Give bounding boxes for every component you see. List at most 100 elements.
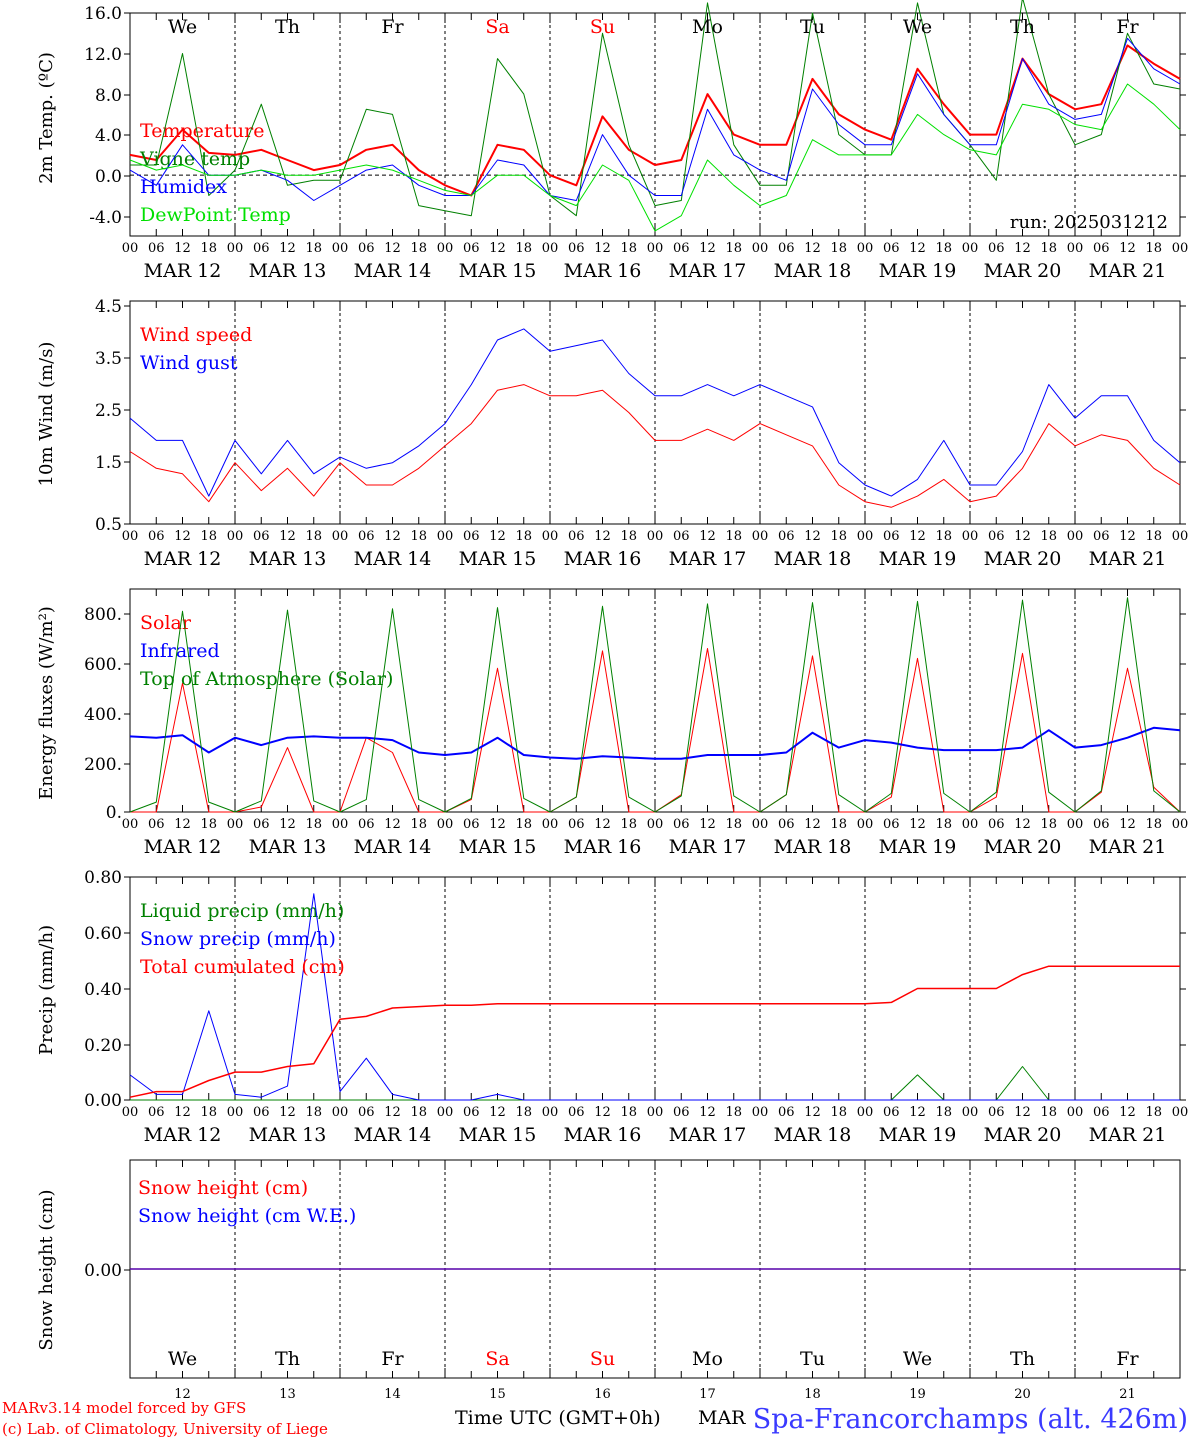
hour-tick-label: 18 — [620, 1105, 637, 1120]
chart-panel-4: 0.80 0.60 0.40 0.20 0.00 Precip (mm/h) Liquid … — [36, 868, 1188, 1146]
hour-tick-label: 18 — [410, 817, 427, 832]
weekday-label: Sa — [485, 1348, 509, 1370]
hour-tick-label: 00 — [962, 1105, 979, 1120]
hour-tick-label: 06 — [1093, 241, 1110, 256]
hour-tick-label: 06 — [988, 241, 1005, 256]
hour-tick-label: 06 — [253, 529, 270, 544]
hour-tick-label: 18 — [200, 241, 217, 256]
chart-panel-3: 800. 600. 400. 200. 0. Energy fluxes (W/m²) So… — [36, 588, 1188, 858]
hour-tick-label: 00 — [437, 1105, 454, 1120]
y-tick-label: 2.5 — [95, 401, 122, 421]
series-line-1 — [129, 44, 1181, 197]
legend-entry: Infrared — [140, 640, 220, 662]
hour-tick-label: 12 — [1014, 817, 1031, 832]
hour-tick-label: 06 — [1093, 817, 1110, 832]
footer: MARv3.14 model forced by GFS (c) Lab. of… — [2, 1399, 1188, 1438]
weekday-label: We — [903, 1348, 932, 1370]
hour-tick-label: 18 — [935, 529, 952, 544]
hour-tick-label: 00 — [122, 529, 139, 544]
hour-tick-label: 06 — [988, 529, 1005, 544]
hour-tick-label: 18 — [305, 817, 322, 832]
hour-tick-label: 00 — [647, 529, 664, 544]
day-number-label: 18 — [804, 1387, 821, 1402]
date-label: MAR 14 — [354, 548, 432, 570]
y-tick-label: 16.0 — [84, 4, 122, 24]
hour-tick-label: 18 — [1040, 817, 1057, 832]
hour-tick-label: 00 — [857, 529, 874, 544]
date-label: MAR 15 — [459, 548, 537, 570]
hour-tick-label: 06 — [358, 817, 375, 832]
hour-tick-label: 06 — [778, 241, 795, 256]
date-label: MAR 13 — [249, 260, 327, 282]
date-label: MAR 17 — [669, 1124, 747, 1146]
y-tick-label: 200. — [84, 755, 122, 775]
hour-tick-label: 12 — [1119, 1105, 1136, 1120]
hour-tick-label: 06 — [883, 1105, 900, 1120]
hour-tick-label: 12 — [489, 817, 506, 832]
date-label: MAR 15 — [459, 1124, 537, 1146]
y-axis-label: Precip (mm/h) — [36, 925, 57, 1055]
legend-entry: Wind gust — [140, 352, 238, 374]
hour-tick-label: 18 — [410, 529, 427, 544]
date-label: MAR 20 — [984, 260, 1062, 282]
hour-tick-label: 00 — [1067, 817, 1084, 832]
weekday-label: We — [168, 16, 197, 38]
date-label: MAR 20 — [984, 1124, 1062, 1146]
date-label: MAR 18 — [774, 260, 852, 282]
legend-entry: Solar — [140, 612, 192, 634]
hour-tick-label: 06 — [148, 529, 165, 544]
hour-tick-label: 06 — [883, 241, 900, 256]
hour-tick-label: 00 — [437, 241, 454, 256]
hour-tick-label: 12 — [174, 1105, 191, 1120]
hour-tick-label: 18 — [725, 817, 742, 832]
weekday-label: Mo — [692, 1348, 723, 1370]
day-number-label: 13 — [279, 1387, 296, 1402]
weekday-label: We — [903, 16, 932, 38]
date-label: MAR 12 — [144, 836, 222, 858]
hour-tick-label: 12 — [279, 529, 296, 544]
hour-tick-label: 00 — [647, 817, 664, 832]
hour-tick-label: 18 — [620, 529, 637, 544]
y-tick-label: -4.0 — [89, 208, 122, 228]
hour-tick-label: 00 — [542, 1105, 559, 1120]
date-label: MAR 12 — [144, 548, 222, 570]
hour-tick-label: 12 — [1014, 241, 1031, 256]
day-number-label: 19 — [909, 1387, 926, 1402]
hour-tick-label: 12 — [174, 241, 191, 256]
y-tick-label: 0.00 — [84, 1261, 122, 1281]
hour-tick-label: 12 — [279, 817, 296, 832]
hour-tick-label: 06 — [673, 241, 690, 256]
hour-tick-label: 00 — [962, 241, 979, 256]
meteogram-panels: 16.0 12.0 8.0 4.0 0.0 -4.0 2m Temp. (ºC) Temper… — [36, 0, 1188, 1402]
date-label: MAR 18 — [774, 836, 852, 858]
weekday-label: Fr — [381, 1348, 404, 1370]
series-line-2 — [130, 0, 1181, 217]
date-label: MAR 17 — [669, 836, 747, 858]
weekday-label: Su — [590, 16, 615, 38]
hour-tick-label: 00 — [1172, 241, 1189, 256]
month-label: MAR — [698, 1407, 746, 1429]
series-line-2 — [129, 726, 1181, 760]
hour-tick-label: 06 — [883, 529, 900, 544]
hour-tick-label: 12 — [174, 817, 191, 832]
hour-tick-label: 12 — [594, 529, 611, 544]
date-label: MAR 16 — [564, 1124, 642, 1146]
hour-tick-label: 00 — [962, 817, 979, 832]
weekday-label: Sa — [485, 16, 509, 38]
hour-tick-label: 12 — [699, 1105, 716, 1120]
hour-tick-label: 12 — [594, 1105, 611, 1120]
chart-panel-2: 4.5 3.5 2.5 1.5 0.5 10m Wind (m/s) Wind speed W… — [36, 297, 1188, 570]
hour-tick-label: 18 — [935, 817, 952, 832]
legend-entry: Snow height (cm W.E.) — [138, 1205, 356, 1227]
hour-tick-label: 06 — [463, 529, 480, 544]
hour-tick-label: 00 — [962, 529, 979, 544]
hour-tick-label: 00 — [542, 817, 559, 832]
y-tick-label: 0.20 — [84, 1036, 122, 1056]
hour-tick-label: 00 — [122, 817, 139, 832]
date-label: MAR 19 — [879, 1124, 957, 1146]
day-number-label: 14 — [384, 1387, 401, 1402]
hour-tick-label: 12 — [384, 1105, 401, 1120]
date-label: MAR 15 — [459, 836, 537, 858]
hour-tick-label: 18 — [830, 241, 847, 256]
hour-tick-label: 12 — [489, 241, 506, 256]
